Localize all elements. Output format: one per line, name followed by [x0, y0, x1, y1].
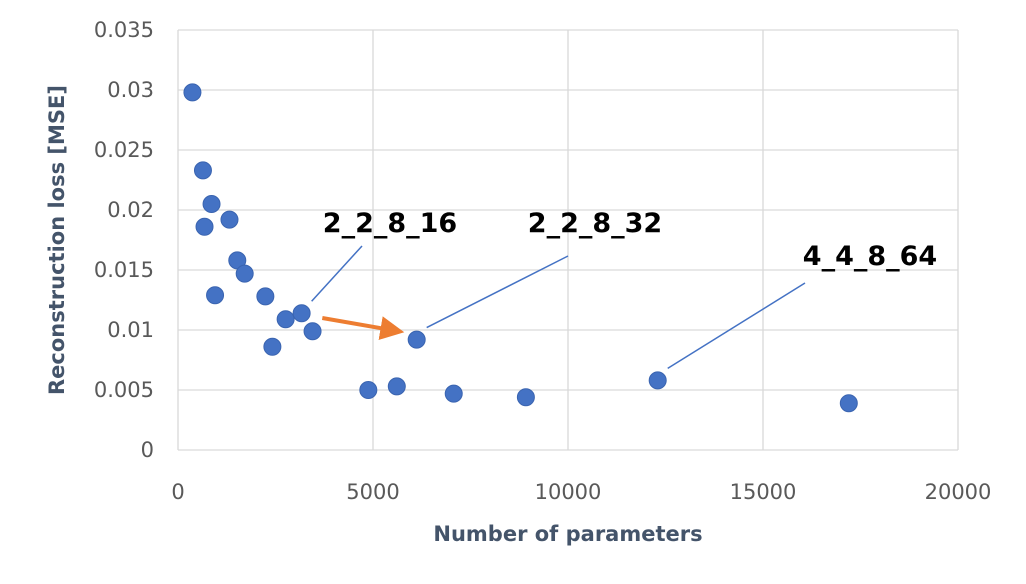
annotation-leader — [311, 245, 363, 302]
scatter-series — [183, 83, 858, 413]
arrow-layer — [321, 316, 405, 340]
y-tick-label: 0.03 — [107, 78, 154, 102]
data-point — [183, 83, 202, 102]
y-tick-label: 0.02 — [107, 198, 154, 222]
data-point — [235, 264, 254, 283]
data-point — [839, 394, 858, 413]
orange-arrow — [321, 316, 405, 340]
y-axis-title: Reconstruction loss [MSE] — [45, 85, 69, 395]
annotation-leader — [426, 255, 569, 329]
data-point — [256, 287, 275, 306]
grid-lines — [177, 29, 959, 451]
data-point — [516, 388, 535, 407]
data-point — [193, 161, 212, 180]
data-point — [359, 381, 378, 399]
data-point — [387, 377, 406, 396]
data-point — [195, 217, 214, 236]
annotation-label: 2_2_8_16 — [323, 208, 457, 239]
x-tick-label: 15000 — [730, 480, 797, 504]
data-point — [220, 210, 239, 229]
y-tick-label: 0.01 — [107, 318, 154, 342]
y-tick-label: 0.015 — [94, 258, 154, 282]
annotation-leader — [667, 282, 806, 370]
tick-labels: 0 0.005 0.01 0.015 0.02 0.025 0.03 0.035 0 5000 10… — [94, 18, 992, 504]
data-point — [303, 322, 322, 341]
data-point — [292, 304, 311, 323]
x-tick-label: 0 — [171, 480, 184, 504]
annotation-label: 4_4_8_64 — [803, 241, 937, 272]
data-point — [648, 371, 667, 390]
x-tick-label: 20000 — [925, 480, 992, 504]
annotation-leaders — [311, 245, 806, 370]
y-tick-label: 0.025 — [94, 138, 154, 162]
data-point — [206, 286, 225, 305]
data-point — [407, 330, 426, 349]
y-tick-label: 0 — [141, 438, 154, 462]
annotation-labels: 2_2_8_16 2_2_8_32 4_4_8_64 — [323, 208, 937, 272]
x-tick-label: 5000 — [346, 480, 399, 504]
x-axis-title: Number of parameters — [433, 522, 702, 546]
x-tick-label: 10000 — [535, 480, 602, 504]
y-tick-label: 0.035 — [94, 18, 154, 42]
data-point — [444, 384, 463, 403]
data-point — [263, 337, 282, 356]
annotation-label: 2_2_8_32 — [528, 208, 662, 239]
y-tick-label: 0.005 — [94, 378, 154, 402]
data-point — [202, 195, 221, 213]
data-point — [276, 310, 295, 329]
